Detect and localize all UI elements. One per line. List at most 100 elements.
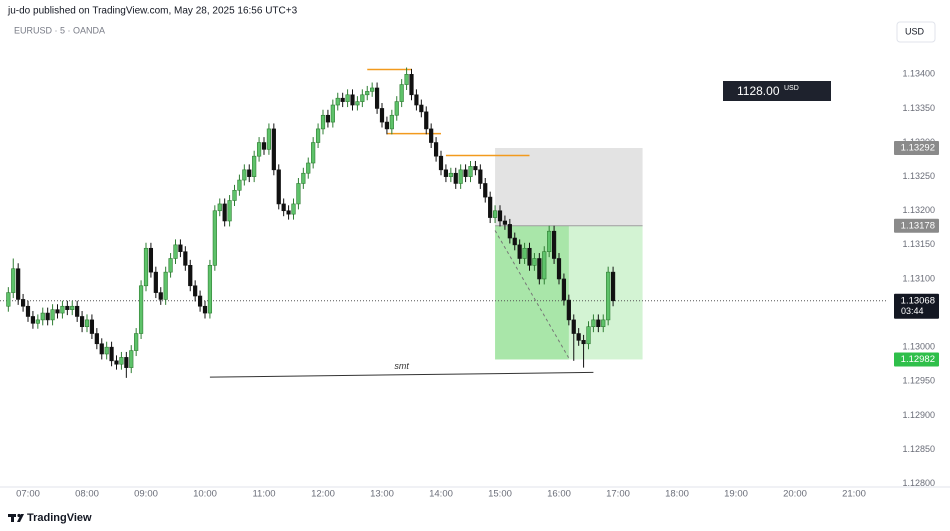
stop-price-bg [894, 140, 939, 155]
stop-price: 1.13292 [901, 143, 935, 154]
y-tick-label: 1.12800 [902, 478, 935, 488]
candle-body [522, 247, 527, 259]
x-tick-label: 14:00 [429, 489, 453, 500]
candle-body [517, 244, 522, 259]
candle-body [424, 111, 429, 130]
x-tick-label: 12:00 [311, 489, 335, 500]
countdown: 03:44 [901, 306, 924, 316]
y-tick-label: 1.12900 [902, 410, 935, 420]
plot: smt [0, 67, 888, 378]
candle-body [399, 84, 404, 102]
candle-body [50, 309, 55, 321]
x-tick-label: 13:00 [370, 489, 394, 500]
candle-body [242, 169, 247, 181]
candle-body [379, 108, 385, 123]
candle-body [547, 230, 552, 252]
x-tick-label: 16:00 [547, 489, 571, 500]
candle-body [414, 94, 419, 106]
candle-body [306, 162, 311, 174]
pnl-badge [723, 81, 831, 101]
candle-body [483, 183, 488, 198]
candle-body [537, 258, 542, 280]
candle-body [276, 169, 281, 205]
candle-body [193, 285, 198, 297]
candle-body [173, 244, 178, 259]
candle-body [148, 247, 154, 273]
candle-body [542, 251, 547, 280]
candle-body [84, 319, 90, 328]
x-tick-label: 11:00 [252, 489, 275, 500]
price-axis [888, 45, 950, 487]
stop-zone [495, 147, 643, 226]
candle-body [448, 172, 453, 177]
y-tick-label: 1.13100 [902, 273, 935, 283]
candle-body [222, 203, 227, 222]
candle-body [197, 295, 203, 307]
x-tick-label: 21:00 [842, 489, 866, 500]
x-tick-label: 20:00 [783, 489, 807, 500]
currency-button[interactable] [896, 21, 936, 43]
pnl-value: 1128.00 [737, 84, 780, 98]
candle-body [163, 271, 168, 300]
candle-body [237, 179, 242, 191]
candle-body [468, 166, 473, 177]
candle-body [212, 210, 217, 266]
candle-body [389, 114, 394, 130]
candle-body [109, 346, 114, 362]
y-tick-label: 1.12950 [902, 376, 935, 386]
entry-price-bg [894, 218, 939, 233]
candle-body [561, 278, 567, 301]
candle-body [325, 114, 331, 123]
entry-price: 1.13178 [901, 220, 935, 231]
candle-body [188, 265, 193, 287]
candle-body [532, 258, 537, 266]
trade-path [494, 230, 570, 359]
candle-body [232, 189, 237, 201]
header: ju-do published on TradingView.com, May … [7, 6, 298, 17]
symbol: EURUSD · 5 · OANDA [14, 25, 105, 35]
y-tick-label: 1.13350 [902, 103, 935, 113]
candle-body [227, 200, 232, 222]
x-tick-label: 19:00 [724, 489, 748, 500]
candle-body [374, 87, 380, 109]
y-tick-label: 1.12850 [902, 444, 935, 454]
candle-body [129, 350, 134, 368]
filled-zone [495, 225, 569, 360]
candle-body [301, 172, 306, 184]
candle-body [315, 128, 321, 143]
y-tick-label: 1.13400 [902, 69, 935, 79]
candle-body [492, 210, 498, 218]
candle-body [571, 319, 576, 334]
candle-body [355, 101, 360, 106]
smt-line [209, 371, 594, 378]
candle-body [438, 155, 444, 171]
candle-body [360, 94, 365, 102]
candle-body [261, 142, 267, 150]
candle-body [409, 74, 414, 96]
candle-body [202, 305, 208, 314]
candle-body [340, 97, 345, 102]
candle-body [89, 319, 95, 334]
candle-body [606, 271, 611, 321]
x-tick-label: 10:00 [193, 489, 217, 500]
candle-body [350, 94, 355, 106]
x-tick-label: 08:00 [75, 489, 99, 500]
candle-body [433, 142, 439, 157]
x-tick-label: 18:00 [665, 489, 689, 500]
candle-body [566, 299, 571, 321]
y-tick-label: 1.13000 [902, 342, 935, 352]
candle-body [16, 268, 21, 300]
y-tick-label: 1.13150 [902, 239, 935, 249]
candle-body [65, 305, 70, 310]
candle-body [551, 230, 557, 259]
candle-body [55, 309, 60, 314]
candle-body [384, 121, 390, 130]
candle-body [168, 258, 173, 273]
candle-body [99, 343, 104, 355]
candle-body [296, 183, 301, 205]
candle-body [458, 169, 463, 184]
candle-body [25, 305, 31, 317]
candle-body [281, 203, 286, 212]
